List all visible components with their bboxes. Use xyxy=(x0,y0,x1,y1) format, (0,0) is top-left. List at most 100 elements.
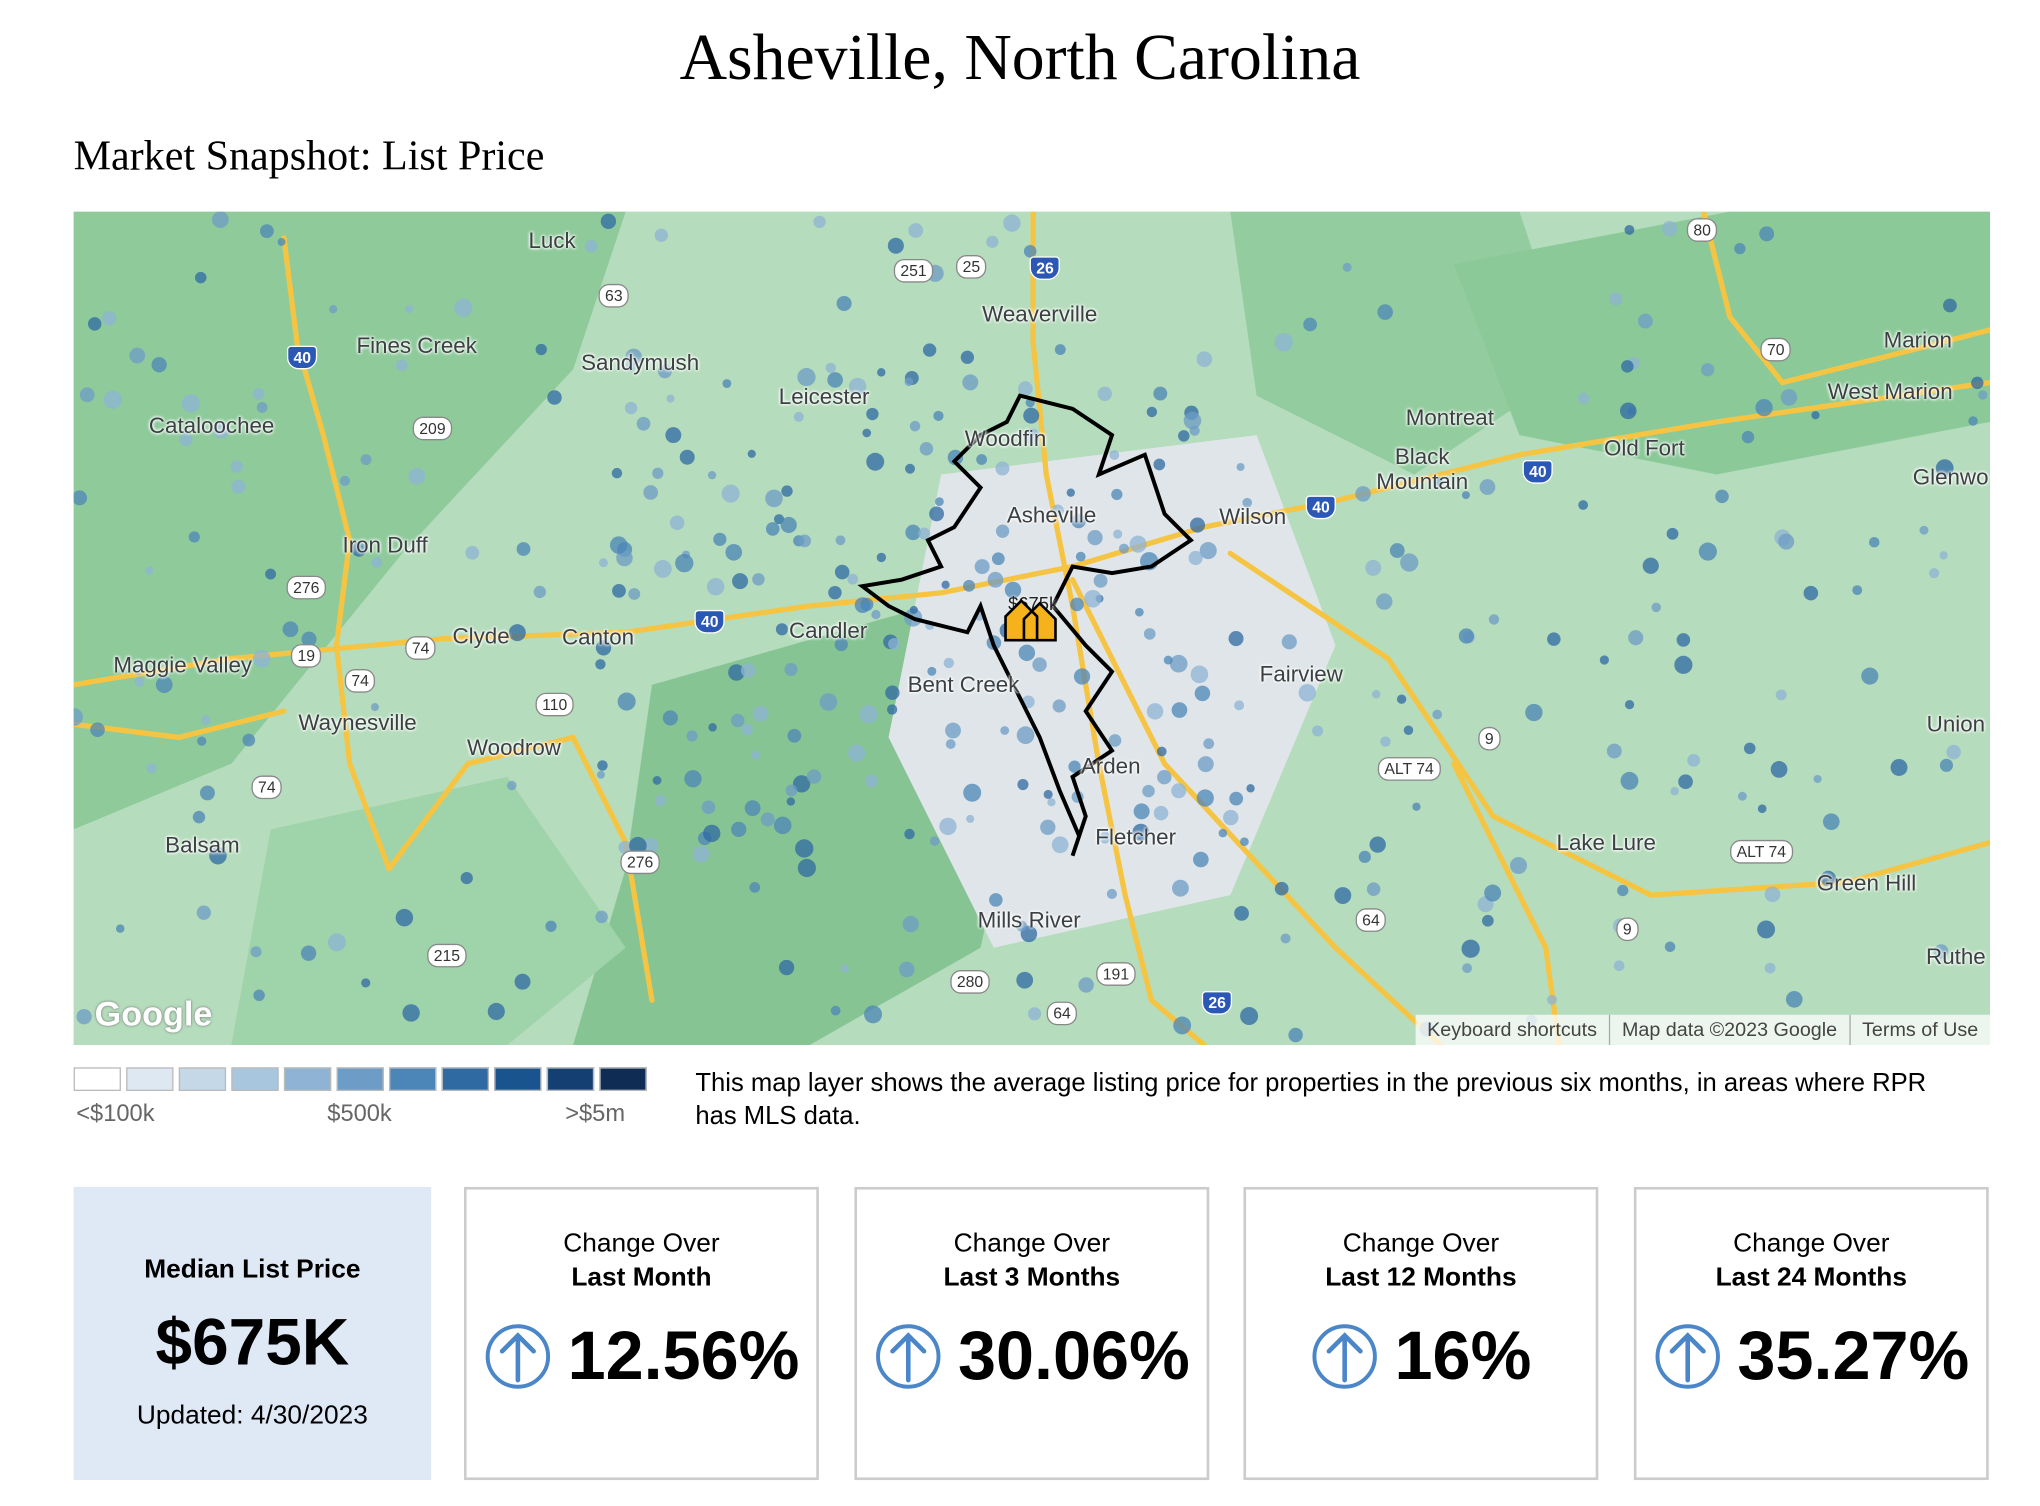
place-label: Lake Lure xyxy=(1556,830,1656,856)
route-shield: 74 xyxy=(251,775,283,800)
price-dot xyxy=(701,800,716,815)
price-dot xyxy=(1403,725,1414,736)
place-label: Old Fort xyxy=(1603,435,1685,461)
legend-swatch xyxy=(73,1067,121,1091)
icon-circle xyxy=(875,1324,941,1389)
price-dot xyxy=(597,760,608,771)
change-period: Change Over xyxy=(1342,1228,1500,1258)
price-dot xyxy=(1016,726,1035,745)
price-dot xyxy=(188,531,200,543)
price-dot xyxy=(1188,550,1203,566)
route-shield: 251 xyxy=(893,258,934,283)
price-dot xyxy=(1934,944,1949,959)
route-shield: 40 xyxy=(1305,495,1337,520)
price-dot xyxy=(995,461,1010,476)
price-dot xyxy=(1132,823,1150,841)
price-dot xyxy=(195,271,207,284)
keyboard-shortcuts[interactable]: Keyboard shortcuts xyxy=(1427,1018,1597,1042)
price-dot xyxy=(797,368,816,387)
route-shield: 276 xyxy=(620,850,660,875)
change-value: 12.56% xyxy=(567,1318,800,1395)
price-dot xyxy=(514,973,531,990)
price-dot xyxy=(1113,529,1123,539)
icon-circle xyxy=(1655,1324,1720,1389)
price-dot xyxy=(625,348,643,366)
price-dot xyxy=(933,410,944,422)
price-dot xyxy=(654,795,666,806)
price-dot xyxy=(1240,1007,1259,1026)
route-shield: 64 xyxy=(1355,908,1387,932)
price-dot xyxy=(1018,644,1036,662)
price-dot xyxy=(995,524,1010,538)
terms-link[interactable]: Terms of Use xyxy=(1848,1014,1990,1045)
legend-swatch xyxy=(546,1067,595,1091)
price-dot xyxy=(1171,783,1187,799)
summary-updated: Updated: 4/30/2023 xyxy=(136,1401,368,1431)
price-dot xyxy=(1016,920,1028,932)
listing-marker[interactable]: $675k xyxy=(1000,593,1066,642)
route-shield: 40 xyxy=(286,345,318,370)
price-dot xyxy=(1193,851,1209,868)
price-dots xyxy=(73,211,1988,1043)
price-dot xyxy=(1129,535,1147,553)
price-dot xyxy=(1157,769,1172,785)
price-dot xyxy=(904,828,915,840)
price-dot xyxy=(1479,479,1496,495)
price-dot xyxy=(643,485,659,500)
price-dot xyxy=(545,920,557,932)
price-dot xyxy=(1109,450,1120,460)
price-dot xyxy=(1228,631,1244,647)
price-dot xyxy=(960,350,975,364)
price-dot xyxy=(740,663,756,678)
price-dot xyxy=(819,693,838,711)
price-dot xyxy=(134,667,143,676)
price-dot xyxy=(962,374,979,391)
place-label: Leicester xyxy=(778,384,870,410)
price-dot xyxy=(1664,941,1676,953)
place-label: Marion xyxy=(1883,327,1952,353)
price-dot xyxy=(904,377,914,387)
route-shield: 64 xyxy=(1046,1001,1078,1026)
map[interactable]: Luck Fines Creek Sandymush Leicester Weaverv… xyxy=(73,211,1991,1045)
icon-arrow xyxy=(1326,1332,1363,1383)
price-dot xyxy=(752,705,769,722)
price-dot xyxy=(721,484,740,503)
place-label: Fairview xyxy=(1259,661,1343,687)
price-dot xyxy=(1369,836,1386,853)
price-dot xyxy=(986,235,999,248)
price-dot xyxy=(212,421,230,439)
price-dot xyxy=(487,1002,505,1021)
price-dot xyxy=(686,730,698,742)
price-dot xyxy=(848,377,867,396)
price-dot xyxy=(1173,1016,1192,1035)
price-dot xyxy=(1000,726,1010,735)
place-label: Fletcher xyxy=(1095,824,1177,850)
price-dot xyxy=(778,959,795,976)
price-dot xyxy=(612,584,626,598)
price-dot xyxy=(585,240,598,253)
price-dot xyxy=(1396,694,1407,704)
price-dot xyxy=(1624,700,1635,710)
place-label: Canton xyxy=(562,625,635,650)
change-card: Change Over Last Month 12.56% xyxy=(463,1186,819,1481)
price-dot xyxy=(653,560,672,578)
price-dot xyxy=(786,797,796,806)
price-dot xyxy=(974,559,990,575)
price-dot xyxy=(707,470,717,480)
change-card: Change Over Last 12 Months 16% xyxy=(1243,1186,1599,1481)
price-dot xyxy=(1624,224,1635,235)
price-dot xyxy=(600,213,617,229)
place-label: Wilson xyxy=(1219,504,1287,530)
price-dot xyxy=(1071,513,1086,529)
price-dot xyxy=(454,298,473,317)
map-base xyxy=(73,211,1991,1045)
price-dot xyxy=(1004,581,1022,599)
change-value: 16% xyxy=(1394,1318,1532,1395)
price-dot xyxy=(905,463,915,474)
price-dot xyxy=(1432,709,1443,720)
price-dot xyxy=(1971,376,1984,390)
legend-swatch xyxy=(389,1067,437,1091)
route-shield: 63 xyxy=(598,283,630,308)
price-dot xyxy=(732,573,749,590)
price-dot xyxy=(1303,317,1317,332)
